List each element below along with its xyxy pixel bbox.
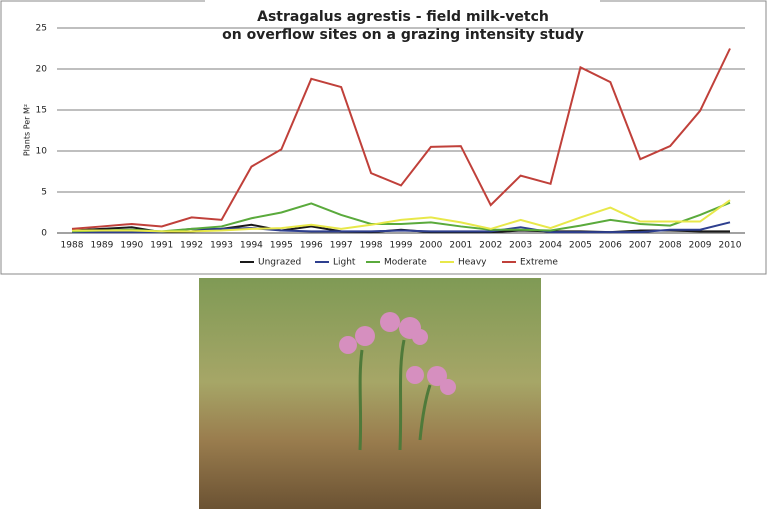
chart-frame (0, 0, 767, 275)
x-tick-label: 2006 (599, 241, 622, 251)
x-tick-label: 1997 (330, 241, 353, 251)
legend-label: Light (333, 258, 356, 268)
x-tick-label: 2001 (449, 241, 472, 251)
x-tick-label: 1992 (180, 241, 203, 251)
x-tick-label: 2002 (479, 241, 502, 251)
x-tick-label: 1999 (390, 241, 413, 251)
series-line (71, 201, 731, 233)
chart-title: on overflow sites on a grazing intensity… (222, 27, 584, 43)
x-tick-label: 2009 (689, 241, 712, 251)
legend-label: Ungrazed (258, 258, 301, 268)
series-line (71, 48, 731, 230)
photo (199, 278, 541, 509)
x-tick-label: 1996 (300, 241, 323, 251)
legend-label: Moderate (384, 258, 427, 268)
y-tick-label: 0 (41, 229, 47, 239)
series-line (72, 199, 731, 233)
x-tick-label: 1990 (120, 241, 143, 251)
x-tick-label: 2003 (509, 241, 532, 251)
legend-label: Heavy (458, 258, 487, 268)
y-tick-label: 5 (41, 188, 47, 198)
x-tick-label: 2000 (419, 241, 442, 251)
y-tick-label: 10 (36, 147, 48, 157)
x-tick-label: 2010 (719, 241, 742, 251)
legend-label: Extreme (520, 258, 558, 268)
x-tick-label: 1988 (61, 241, 84, 251)
x-tick-label: 1994 (240, 241, 263, 251)
x-tick-label: 2008 (659, 241, 682, 251)
x-tick-label: 1991 (150, 241, 173, 251)
x-tick-label: 1993 (210, 241, 233, 251)
chart-title: Astragalus agrestis - field milk-vetch (257, 9, 549, 25)
x-tick-label: 1998 (360, 241, 383, 251)
y-tick-label: 15 (36, 106, 47, 116)
x-tick-label: 1995 (270, 241, 293, 251)
x-tick-label: 1989 (90, 241, 113, 251)
y-tick-label: 25 (36, 24, 47, 34)
title-box (205, 0, 600, 44)
y-tick-label: 20 (36, 65, 48, 75)
x-tick-label: 2004 (539, 241, 562, 251)
x-tick-label: 2007 (629, 241, 652, 251)
y-axis-label: Plants Per M² (23, 104, 32, 156)
x-tick-label: 2005 (569, 241, 592, 251)
